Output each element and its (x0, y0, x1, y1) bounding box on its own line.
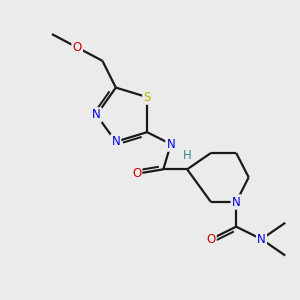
Text: S: S (143, 91, 151, 103)
Text: N: N (111, 135, 120, 148)
Text: N: N (257, 233, 266, 246)
Text: O: O (132, 167, 141, 180)
Text: O: O (73, 41, 82, 54)
Text: N: N (232, 196, 241, 208)
Text: O: O (206, 233, 216, 246)
Text: H: H (183, 149, 191, 162)
Text: N: N (92, 108, 101, 122)
Text: N: N (167, 138, 175, 151)
